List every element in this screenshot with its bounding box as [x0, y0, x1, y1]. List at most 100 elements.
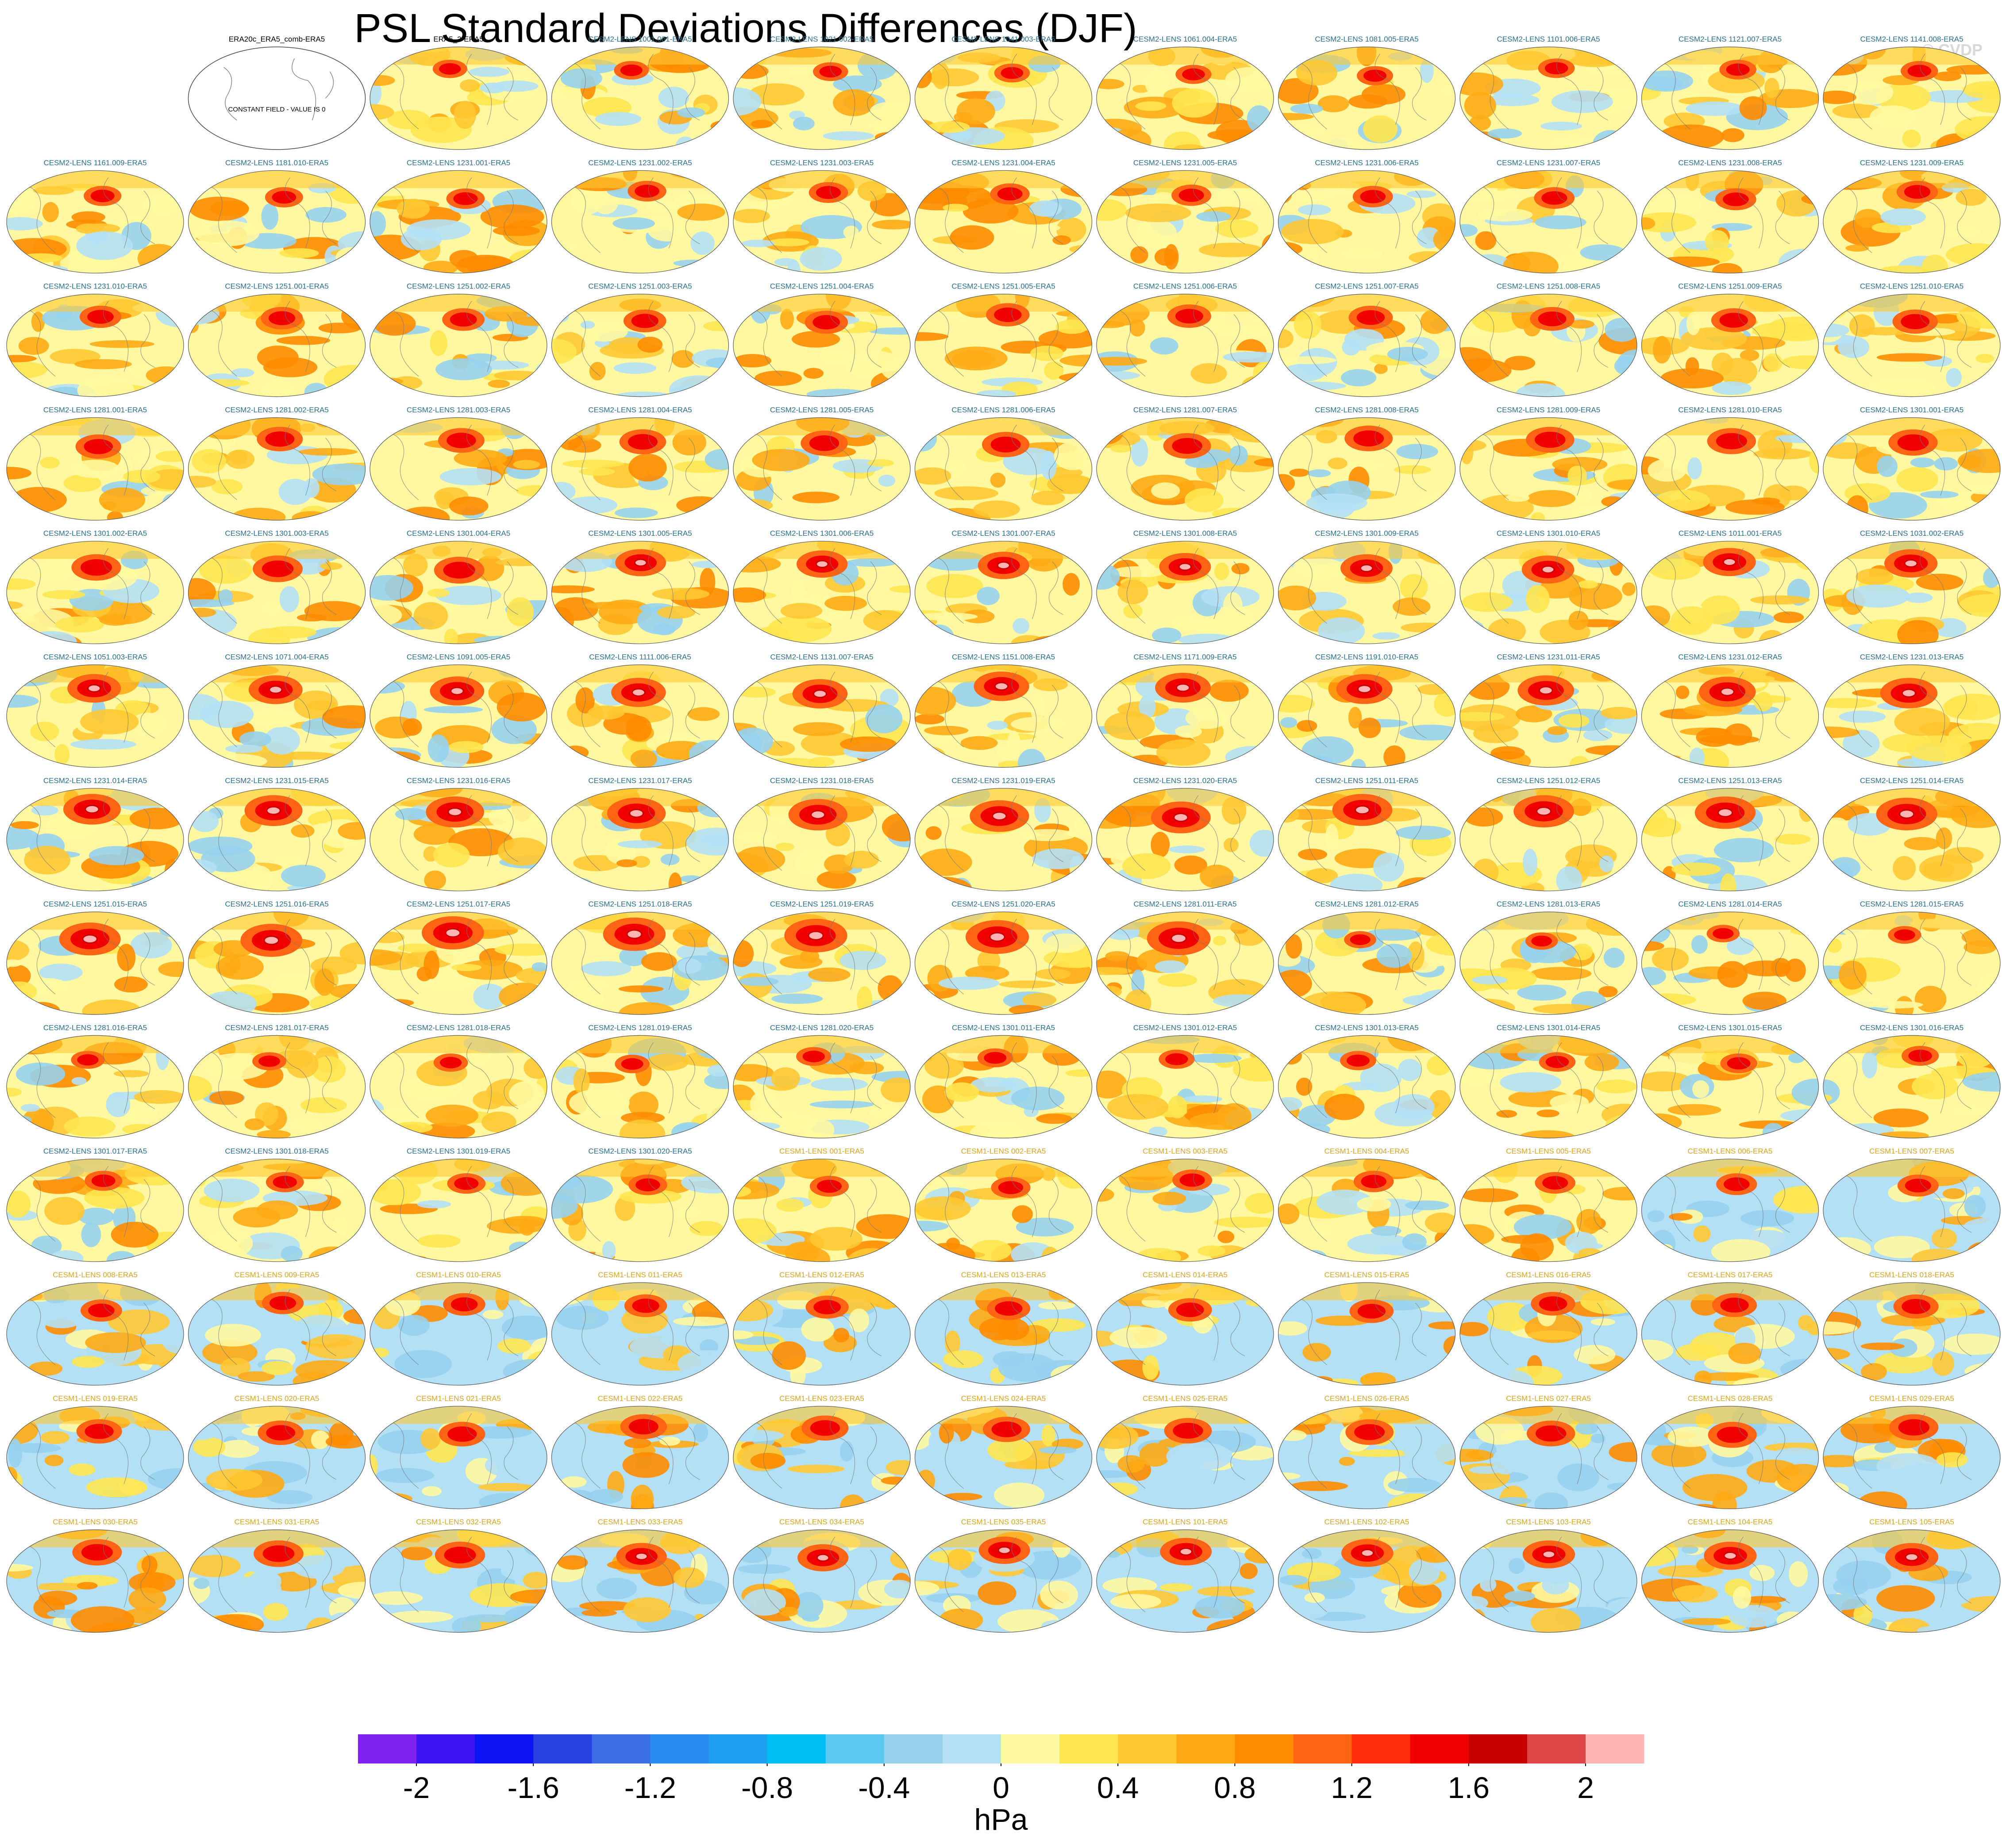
map-field: [1460, 788, 1637, 891]
map-outline: [6, 1035, 184, 1138]
map-field: [188, 788, 366, 891]
map-field: [1278, 541, 1455, 644]
panel-title: CESM2-LENS 1231.011-ERA5: [1497, 653, 1600, 661]
map-field: [1097, 1406, 1274, 1509]
map-outline: [1459, 1406, 1637, 1509]
colorbar-box: [416, 1734, 475, 1763]
panel-title: CESM2-LENS 1231.005-ERA5: [1133, 158, 1237, 167]
map-outline: [551, 1282, 729, 1386]
panel-title: CESM1-LENS 022-ERA5: [598, 1394, 683, 1402]
colorbar-box: [475, 1734, 534, 1763]
map-outline: [1823, 170, 2001, 273]
map-panel: CESM2-LENS 1011.001-ERA5: [1641, 529, 1819, 644]
map-outline: [370, 1282, 547, 1386]
map-field: [1097, 1159, 1274, 1262]
map-field: [1278, 665, 1455, 768]
panel-title: CESM2-LENS 1231.017-ERA5: [588, 776, 692, 785]
panel-title: CESM2-LENS 1301.002-ERA5: [43, 529, 147, 538]
map-panel: CESM1-LENS 024-ERA5: [914, 1394, 1093, 1509]
map-field: [1641, 912, 1819, 1015]
panel-title: CESM2-LENS 1281.015-ERA5: [1860, 900, 1964, 908]
panel-title: CESM1-LENS 002-ERA5: [961, 1147, 1046, 1156]
map-outline: [1459, 788, 1637, 891]
map-field: [1460, 541, 1637, 644]
panel-title: CESM2-LENS 1301.003-ERA5: [225, 529, 328, 538]
map-panel: CESM1-LENS 030-ERA5: [6, 1518, 184, 1633]
map-panel: CESM2-LENS 1281.009-ERA5: [1459, 406, 1637, 521]
map-field: [7, 541, 184, 644]
map-panel: CESM2-LENS 1251.013-ERA5: [1641, 776, 1819, 891]
map-panel: CESM2-LENS 1251.020-ERA5: [914, 900, 1093, 1015]
map-outline: [1459, 293, 1637, 397]
colorbar-tick-label: 2: [1577, 1771, 1594, 1805]
colorbar-tick-label: -0.8: [741, 1771, 793, 1805]
panel-title: CESM2-LENS 1111.006-ERA5: [589, 653, 691, 661]
colorbar-tick-label: -2: [403, 1771, 430, 1805]
map-panel: CESM2-LENS 1251.008-ERA5: [1459, 282, 1637, 397]
map-panel: CESM1-LENS 003-ERA5: [1096, 1147, 1274, 1262]
map-panel: CESM2-LENS 1301.007-ERA5: [914, 529, 1093, 644]
map-outline: [1096, 664, 1274, 768]
map-field: [1278, 294, 1455, 397]
map-outline: [1641, 46, 1819, 150]
map-panel: CESM2-LENS 1301.014-ERA5: [1459, 1023, 1637, 1138]
panel-title: CESM2-LENS 1171.009-ERA5: [1133, 653, 1236, 661]
map-field: [551, 47, 729, 150]
map-panel: CESM1-LENS 004-ERA5: [1278, 1147, 1456, 1262]
map-panel: CESM2-LENS 1251.015-ERA5: [6, 900, 184, 1015]
map-field: [370, 665, 547, 768]
map-outline: [370, 417, 547, 521]
map-outline: [1096, 1159, 1274, 1262]
map-panel: CESM2-LENS 1281.014-ERA5: [1641, 900, 1819, 1015]
map-outline: [733, 541, 911, 644]
map-outline: [551, 1406, 729, 1509]
map-outline: [6, 170, 184, 273]
panel-title: CESM2-LENS 1301.014-ERA5: [1497, 1023, 1600, 1032]
map-field: [1823, 1529, 2000, 1633]
map-outline: [551, 293, 729, 397]
map-field: [188, 1159, 366, 1262]
map-outline: [1459, 1159, 1637, 1262]
map-outline: [1641, 417, 1819, 521]
map-panel: CESM2-LENS 1281.015-ERA5: [1823, 900, 2001, 1015]
map-field: [551, 1159, 729, 1262]
map-outline: [1096, 417, 1274, 521]
map-field: [1823, 1035, 2000, 1138]
map-panel: CESM1-LENS 008-ERA5: [6, 1271, 184, 1386]
panel-title: CESM1-LENS 016-ERA5: [1506, 1271, 1591, 1279]
map-outline: [1278, 1406, 1456, 1509]
panel-title: CESM1-LENS 027-ERA5: [1506, 1394, 1591, 1402]
panel-title: CESM2-LENS 1281.010-ERA5: [1678, 406, 1782, 414]
panel-title: CESM2-LENS 1251.007-ERA5: [1315, 282, 1418, 291]
map-field: [915, 1406, 1092, 1509]
colorbar-box: [1527, 1734, 1586, 1763]
map-field: [1097, 294, 1274, 397]
map-panel: CESM1-LENS 013-ERA5: [914, 1271, 1093, 1386]
panel-title: CESM2-LENS 1251.004-ERA5: [770, 282, 874, 291]
map-panel: CESM1-LENS 018-ERA5: [1823, 1271, 2001, 1386]
colorbar-box: [1468, 1734, 1528, 1763]
map-panel: CESM2-LENS 1281.011-ERA5: [1096, 900, 1274, 1015]
panel-title: CESM2-LENS 1251.009-ERA5: [1678, 282, 1782, 291]
panel-title: CESM2-LENS 1281.003-ERA5: [407, 406, 510, 414]
panel-title: CESM1-LENS 020-ERA5: [235, 1394, 320, 1402]
map-panel: CESM1-LENS 025-ERA5: [1096, 1394, 1274, 1509]
map-panel: CESM1-LENS 033-ERA5: [551, 1518, 729, 1633]
map-panel: CESM2-LENS 1061.004-ERA5: [1096, 35, 1274, 150]
map-panel: CESM1-LENS 022-ERA5: [551, 1394, 729, 1509]
panel-title: CESM1-LENS 029-ERA5: [1869, 1394, 1954, 1402]
map-panel: CESM2-LENS 1301.002-ERA5: [6, 529, 184, 644]
map-panel: CESM2-LENS 1281.003-ERA5: [370, 406, 547, 521]
map-outline: [1823, 1282, 2001, 1386]
map-outline: [914, 46, 1093, 150]
map-panel: CESM2-LENS 1231.003-ERA5: [733, 158, 911, 273]
panel-title: CESM2-LENS 1251.020-ERA5: [951, 900, 1055, 908]
panel-title: CESM1-LENS 019-ERA5: [53, 1394, 138, 1402]
map-panel: CESM2-LENS 1251.004-ERA5: [733, 282, 911, 397]
map-panel: CESM2-LENS 1231.002-ERA5: [551, 158, 729, 273]
map-panel: CESM1-LENS 103-ERA5: [1459, 1518, 1637, 1633]
map-outline: [188, 1159, 366, 1262]
map-panel: CESM2-LENS 1301.012-ERA5: [1096, 1023, 1274, 1138]
panel-title: CESM2-LENS 1301.016-ERA5: [1860, 1023, 1964, 1032]
map-field: [1641, 170, 1819, 273]
